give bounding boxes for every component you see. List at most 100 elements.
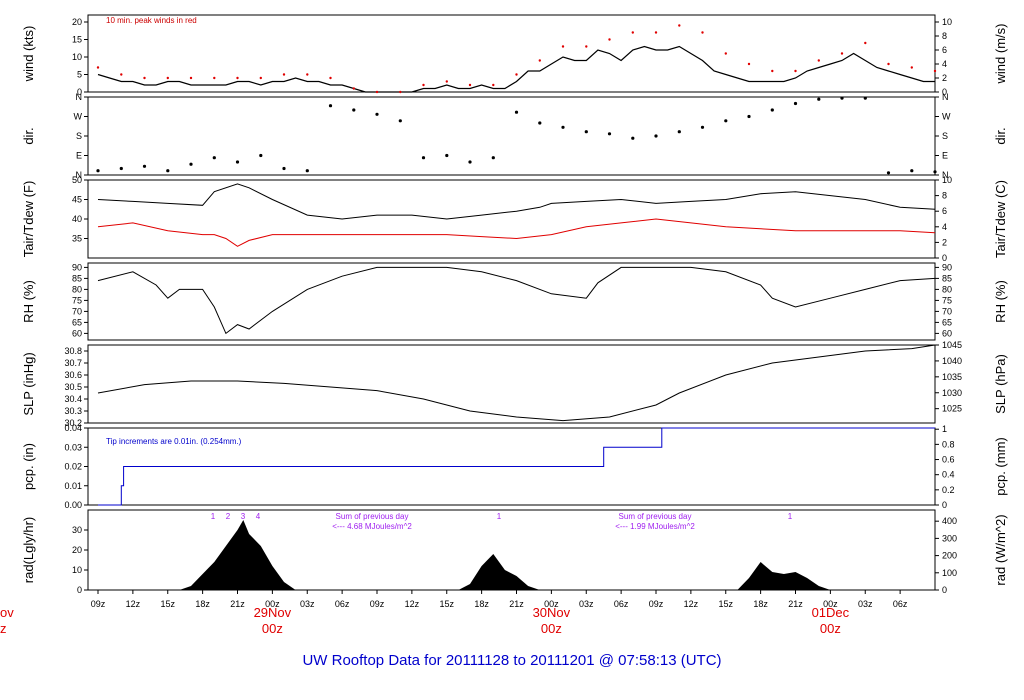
y-tick-label-left: 90 <box>72 262 82 272</box>
y-tick-label-left: 50 <box>72 175 82 185</box>
wind-peak-point <box>445 80 448 83</box>
wind-series-line <box>97 45 935 93</box>
y-tick-label-right: 75 <box>942 295 952 305</box>
y-axis-label-right: dir. <box>993 127 1008 144</box>
y-tick-label-left: 75 <box>72 295 82 305</box>
y-tick-label-left: E <box>76 151 82 161</box>
wind-peak-point <box>468 83 472 87</box>
pcp-annotation: Tip increments are 0.01in. (0.254mm.) <box>106 437 242 446</box>
wind-peak-point <box>166 76 169 80</box>
direction-point <box>607 132 612 136</box>
y-tick-label-left: 0.02 <box>64 462 82 472</box>
date-label-day: 29Nov <box>254 605 292 620</box>
y-tick-label-left: 0.04 <box>64 423 82 433</box>
rad-annotation-hour: 4 <box>256 512 261 521</box>
wind-peak-point <box>120 73 123 76</box>
rad-annotation-hour: 2 <box>226 512 231 521</box>
date-label-hour: 00z <box>541 621 562 636</box>
direction-point <box>514 110 519 114</box>
direction-point <box>910 169 914 173</box>
direction-point <box>584 130 588 134</box>
y-tick-label-right: 300 <box>942 533 957 543</box>
wind-peak-point <box>259 76 262 80</box>
y-tick-label-left: 30.3 <box>64 406 82 416</box>
wind-peak-point <box>515 73 518 76</box>
date-label-day: 01Dec <box>812 605 850 620</box>
y-tick-label-right: 0 <box>942 87 947 97</box>
wind-peak-point <box>864 41 867 45</box>
y-tick-label-right: 1030 <box>942 388 962 398</box>
y-tick-label-right: 6 <box>942 45 947 55</box>
x-tick-label: 03z <box>579 599 594 609</box>
y-tick-label-right: 2 <box>942 73 947 83</box>
y-axis-label-left: rad(Lgly/hr) <box>21 517 36 583</box>
wind-peak-point <box>817 59 820 62</box>
x-tick-label: 09z <box>649 599 664 609</box>
y-tick-label-right: 100 <box>942 568 957 578</box>
y-axis-label-right: RH (%) <box>993 280 1008 323</box>
y-tick-label-right: 90 <box>942 262 952 272</box>
radiation-area <box>737 562 831 590</box>
x-tick-label: 18z <box>195 599 210 609</box>
wind-peak-point <box>910 66 913 69</box>
y-tick-label-left: 40 <box>72 214 82 224</box>
wind-peak-point <box>538 59 541 62</box>
wind-peak-point <box>422 83 425 87</box>
y-axis-label-right: pcp. (mm) <box>993 437 1008 496</box>
y-tick-label-right: 8 <box>942 31 947 41</box>
x-tick-label: 18z <box>474 599 489 609</box>
panel-frame <box>87 344 936 424</box>
wind-peak-point <box>329 76 332 80</box>
x-tick-label: 21z <box>509 599 524 609</box>
rad-annotation-hour: 3 <box>241 512 246 521</box>
wind-peak-point <box>561 45 565 48</box>
x-tick-label: 03z <box>300 599 315 609</box>
direction-point <box>817 97 821 101</box>
direction-point <box>863 96 867 100</box>
y-axis-label-right: rad (W/m^2) <box>993 514 1008 585</box>
direction-point <box>235 160 240 164</box>
wind-annotation: 10 min. peak winds in red <box>106 16 197 25</box>
y-tick-label-left: 30.7 <box>64 358 82 368</box>
y-tick-label-left: N <box>76 92 83 102</box>
y-tick-label-left: S <box>76 131 82 141</box>
y-tick-label-right: S <box>942 131 948 141</box>
wind-peak-point <box>840 52 844 55</box>
y-tick-label-left: 0.03 <box>64 442 82 452</box>
rad-annotation-sum: Sum of previous day <box>619 512 692 521</box>
x-tick-label: 06z <box>893 599 908 609</box>
direction-point <box>212 156 216 160</box>
direction-point <box>445 153 449 158</box>
panel-frame <box>87 14 936 93</box>
y-axis-label-left: dir. <box>21 127 36 144</box>
y-tick-label-right: N <box>942 170 949 180</box>
y-tick-label-left: 20 <box>72 545 82 555</box>
y-tick-label-left: 45 <box>72 195 82 205</box>
wind-peak-point <box>189 76 193 80</box>
y-tick-label-left: 35 <box>72 234 82 244</box>
wind-peak-point <box>492 83 495 87</box>
direction-point <box>259 153 263 158</box>
direction-point <box>724 119 728 123</box>
direction-point <box>840 96 844 100</box>
pcp-series-line <box>98 427 935 506</box>
y-tick-label-left: W <box>74 112 83 122</box>
wind-peak-point <box>352 87 355 90</box>
y-tick-label-right: 0 <box>942 253 947 263</box>
y-tick-label-right: 0.8 <box>942 439 955 449</box>
rad-annotation-hour: 1 <box>211 512 216 521</box>
y-tick-label-left: 65 <box>72 317 82 327</box>
y-tick-label-left: 5 <box>77 70 82 80</box>
y-axis-label-left: RH (%) <box>21 280 36 323</box>
direction-point <box>421 156 426 160</box>
x-tick-label: 21z <box>788 599 803 609</box>
y-tick-label-left: 0.00 <box>64 500 82 510</box>
direction-point <box>654 134 658 138</box>
wind-peak-point <box>724 52 727 55</box>
y-tick-label-left: 10 <box>72 565 82 575</box>
rad-annotation-hour: 1 <box>497 512 502 521</box>
x-tick-label: 06z <box>614 599 629 609</box>
x-tick-label: 18z <box>753 599 768 609</box>
y-tick-label-left: 80 <box>72 284 82 294</box>
y-axis-label-left: Tair/Tdew (F) <box>21 181 36 258</box>
